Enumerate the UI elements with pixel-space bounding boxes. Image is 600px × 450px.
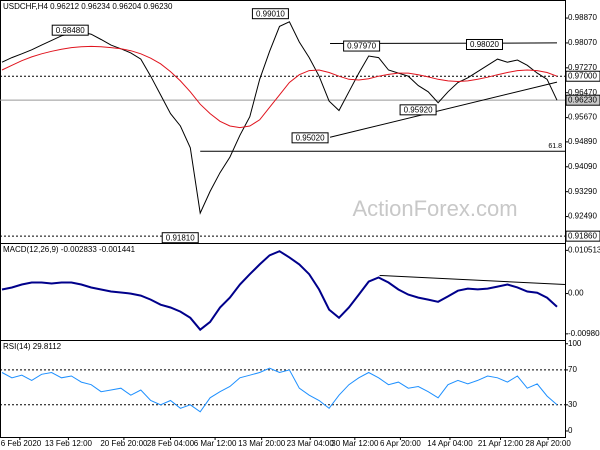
x-tick-label: 13 Mar 20:00 (238, 439, 286, 448)
y-tick-label: 0.93290 (568, 187, 597, 196)
panel-title: RSI(14) 29.8112 (3, 342, 62, 351)
panel (0, 243, 566, 341)
y-tick-label: 0.97270 (568, 63, 597, 72)
y-tick-label: 0.96470 (568, 88, 597, 97)
y-tick-label: 0.00 (568, 289, 584, 298)
fib-label: 61.8 (548, 143, 562, 150)
y-tick-label: 100 (568, 339, 582, 348)
y-tick-label: -0.009804 (568, 329, 600, 338)
y-tick-label: 0.010513 (568, 245, 600, 254)
y-tick-label: 0 (568, 426, 573, 435)
annotation-label: 0.91810 (166, 233, 195, 242)
x-tick-label: 6 Apr 20:00 (380, 439, 421, 448)
x-tick-label: 6 Mar 12:00 (194, 439, 237, 448)
annotation-box (399, 104, 437, 116)
x-tick-label: 28 Feb 04:00 (147, 439, 195, 448)
y-tick-label: 0.92490 (568, 212, 597, 221)
x-tick-label: 30 Mar 12:00 (331, 439, 379, 448)
trendline (379, 274, 565, 286)
y-tick-label: 70 (568, 365, 577, 374)
annotation-box (343, 40, 381, 52)
panel (0, 340, 566, 438)
x-tick-label: 6 Feb 2020 (1, 439, 42, 448)
y-tick-label: 0.95670 (568, 113, 597, 122)
level-label: 0.91860 (568, 231, 597, 240)
panel-title: MACD(12,26,9) -0.002833 -0.001441 (3, 245, 136, 254)
annotation-label: 0.98480 (56, 26, 85, 35)
y-tick-label: 30 (568, 400, 577, 409)
panel-title: USDCHF,H4 0.96212 0.96234 0.96204 0.9623… (3, 2, 173, 11)
x-tick-label: 14 Apr 04:00 (427, 439, 473, 448)
annotation-box (51, 24, 89, 36)
series-line (1, 367, 558, 413)
annotation-box (291, 132, 329, 144)
series-line (1, 21, 558, 215)
annotation-label: 0.98020 (470, 40, 499, 49)
x-tick-label: 21 Apr 12:00 (478, 439, 524, 448)
annotation-box (465, 38, 503, 50)
y-tick-label: 0.98070 (568, 38, 597, 47)
y-tick-label: 0.94890 (568, 137, 597, 146)
annotation-label: 0.95920 (404, 105, 433, 114)
watermark: ActionForex.com (352, 196, 517, 221)
level-label-box (565, 230, 600, 242)
trendline (329, 81, 558, 138)
annotation-box (161, 232, 199, 244)
level-label: 0.97000 (568, 71, 597, 80)
x-tick-label: 13 Feb 12:00 (45, 439, 93, 448)
annotation-box (251, 8, 289, 20)
x-tick-label: 28 Apr 20:00 (525, 439, 571, 448)
annotation-label: 0.95020 (296, 133, 325, 142)
level-label: 0.96230 (568, 95, 597, 104)
x-tick-label: 23 Mar 04:00 (287, 439, 335, 448)
series-line (1, 250, 558, 332)
x-tick-label: 20 Feb 20:00 (100, 439, 148, 448)
series-line (1, 45, 558, 129)
level-label-box (565, 94, 600, 106)
annotation-label: 0.97970 (347, 42, 376, 51)
y-tick-label: 0.94090 (568, 162, 597, 171)
y-tick-label: 0.98870 (568, 13, 597, 22)
level-label-box (565, 70, 600, 82)
annotation-label: 0.99010 (256, 9, 285, 18)
